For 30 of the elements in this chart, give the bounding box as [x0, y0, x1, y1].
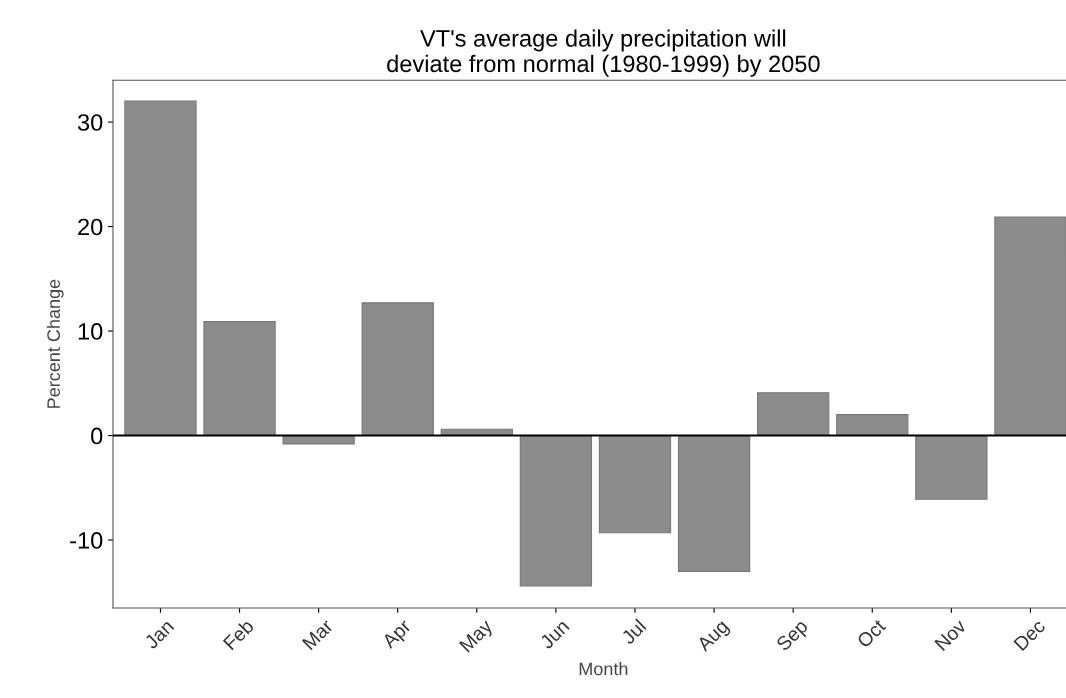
x-tick-label: Aug: [695, 619, 732, 655]
y-tick-label: 10: [78, 323, 103, 340]
x-tick-label: Feb: [222, 618, 255, 651]
x-tick-label: Jul: [620, 618, 647, 646]
x-tick-label: Mar: [302, 618, 334, 651]
bar: [915, 434, 988, 500]
x-tick-label: Nov: [934, 618, 968, 652]
bar: [836, 414, 909, 437]
x-tick-label: Dec: [1013, 618, 1046, 652]
bar: [598, 434, 672, 534]
y-tick-label: 0: [91, 427, 103, 445]
x-tick-label: Sep: [775, 618, 812, 655]
chart-title: VT's average daily precipitation will deviate from normal (1980-1999) by 2050: [387, 29, 820, 77]
x-tick-label: Jan: [143, 619, 175, 650]
y-axis-title: Percent Change: [46, 279, 64, 408]
x-tick-label: Apr: [381, 618, 415, 652]
y-tick-label: -10: [70, 532, 103, 549]
bar: [361, 302, 434, 437]
bar: [519, 434, 593, 587]
y-tick-label: 30: [77, 114, 103, 131]
x-axis-title: Month: [579, 662, 628, 676]
bar: [757, 392, 830, 437]
x-tick-label: Jun: [539, 619, 570, 650]
bar: [124, 100, 197, 437]
bar: [677, 434, 751, 572]
bar: [994, 216, 1066, 437]
x-tick-label: Oct: [856, 618, 887, 649]
x-tick-label: May: [459, 618, 497, 656]
bar: [203, 321, 276, 437]
y-tick-label: 20: [78, 218, 103, 236]
